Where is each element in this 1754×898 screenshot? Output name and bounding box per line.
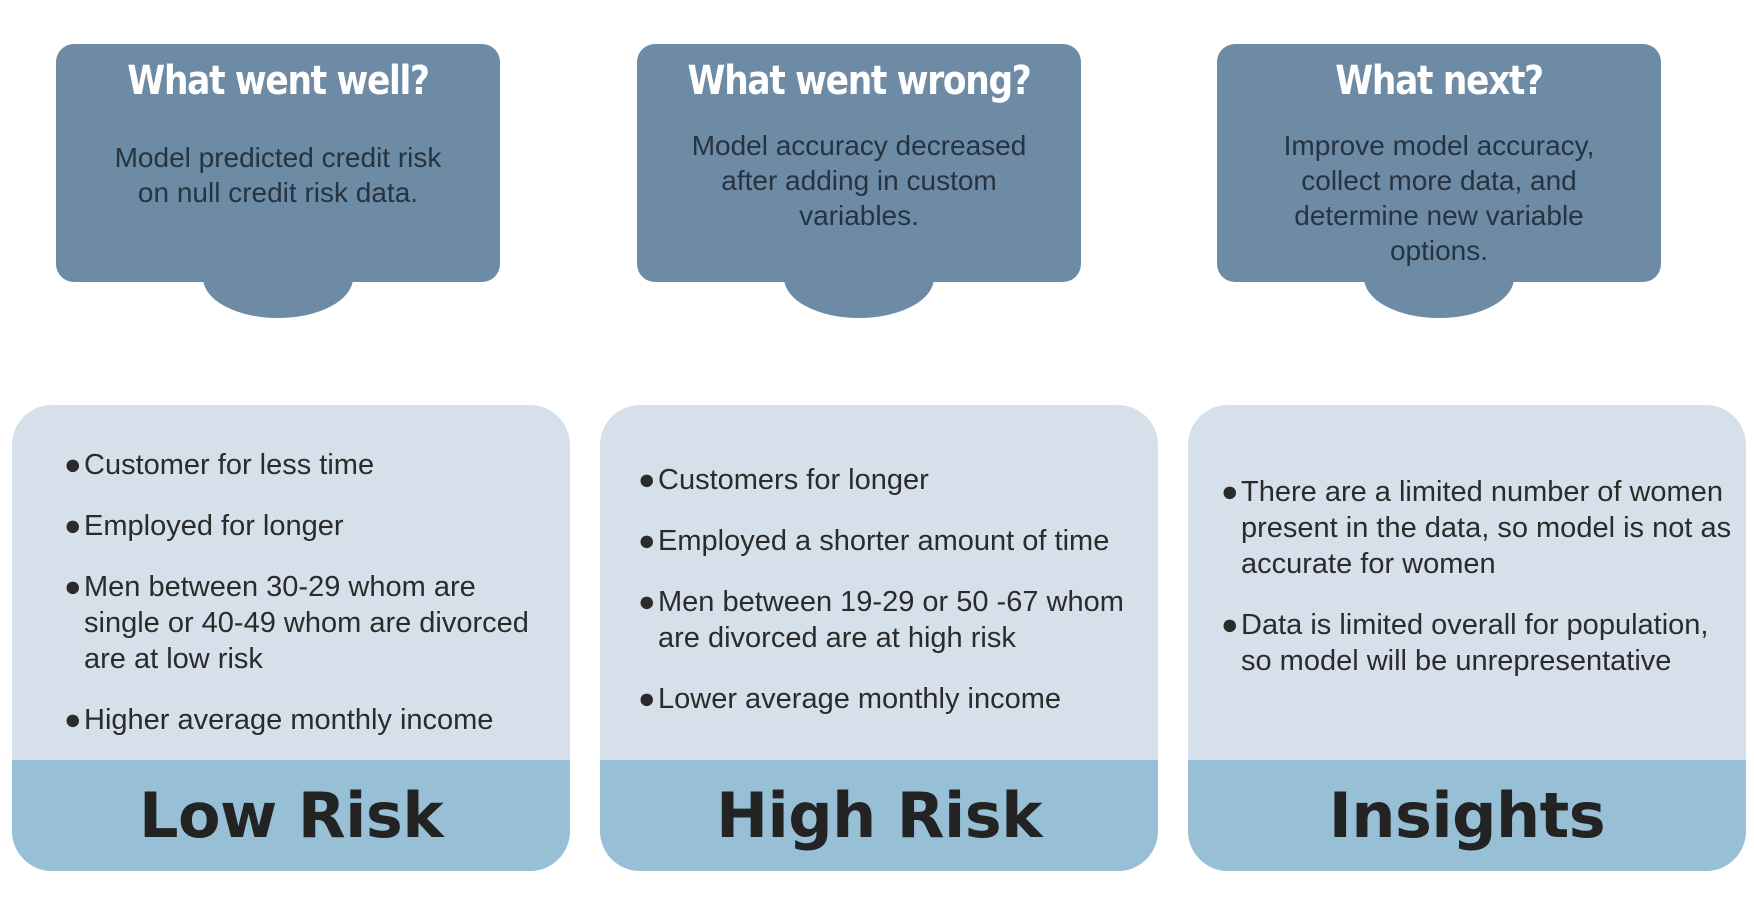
panel-high-risk: ● Customers for longer ● Employed a shorte… bbox=[600, 405, 1158, 871]
card-title: What went wrong? bbox=[687, 58, 1032, 104]
bullet-list: ● There are a limited number of women pre… bbox=[1221, 474, 1732, 704]
bullet-icon: ● bbox=[64, 704, 82, 736]
bullet-icon: ● bbox=[638, 525, 656, 557]
list-item-text: Employed a shorter amount of time bbox=[658, 525, 1110, 557]
panel-low-risk: ● Customer for less time ● Employed for lo… bbox=[12, 405, 570, 871]
speech-bubble bbox=[1217, 44, 1661, 282]
bullet-list: ● Customers for longer ● Employed a shorte… bbox=[638, 462, 1138, 742]
list-item-text: Customer for less time bbox=[84, 449, 375, 481]
card-text: Model accuracy decreased after adding in… bbox=[691, 130, 1027, 231]
panel-label: High Risk bbox=[716, 779, 1042, 852]
list-item: ● Men between 19-29 or 50 -67 whom are d… bbox=[638, 584, 1138, 656]
bullet-icon: ● bbox=[638, 586, 656, 618]
list-item: ● Employed a shorter amount of time bbox=[638, 523, 1138, 559]
list-item-text: There are a limited number of women pres… bbox=[1241, 476, 1732, 580]
panel-insights: ● There are a limited number of women pre… bbox=[1188, 405, 1746, 871]
list-item: ● Men between 30-29 whom are single or 4… bbox=[64, 569, 550, 677]
list-item-text: Men between 30-29 whom are single or 40-… bbox=[84, 571, 529, 675]
bullet-icon: ● bbox=[1221, 476, 1239, 508]
bullet-icon: ● bbox=[64, 571, 82, 603]
card-what-next: What next? Improve model accuracy, colle… bbox=[1217, 44, 1661, 318]
bullet-icon: ● bbox=[1221, 609, 1239, 641]
speech-bubble bbox=[56, 44, 500, 282]
list-item: ● Employed for longer bbox=[64, 508, 550, 544]
panel-label: Low Risk bbox=[138, 779, 444, 852]
list-item-text: Men between 19-29 or 50 -67 whom are div… bbox=[658, 586, 1124, 654]
panel-footer: Insights bbox=[1188, 760, 1746, 871]
bullet-list: ● Customer for less time ● Employed for lo… bbox=[64, 447, 550, 763]
list-item: ● Lower average monthly income bbox=[638, 681, 1138, 717]
list-item: ● Customers for longer bbox=[638, 462, 1138, 498]
card-title: What went well? bbox=[127, 58, 430, 104]
bullet-icon: ● bbox=[64, 510, 82, 542]
panel-footer: Low Risk bbox=[12, 760, 570, 871]
list-item-text: Lower average monthly income bbox=[658, 683, 1061, 715]
list-item-text: Customers for longer bbox=[658, 464, 929, 496]
list-item: ● Customer for less time bbox=[64, 447, 550, 483]
card-what-went-well: What went well? Model predicted credit r… bbox=[56, 44, 500, 318]
bullet-icon: ● bbox=[638, 464, 656, 496]
panel-footer: High Risk bbox=[600, 760, 1158, 871]
card-text: Model predicted credit risk on null cred… bbox=[114, 142, 442, 208]
card-title: What next? bbox=[1335, 58, 1544, 104]
bullet-icon: ● bbox=[64, 449, 82, 481]
panel-label: Insights bbox=[1328, 779, 1606, 852]
bullet-icon: ● bbox=[638, 683, 656, 715]
speech-bubble bbox=[637, 44, 1081, 282]
list-item-text: Employed for longer bbox=[84, 510, 344, 542]
list-item: ● Higher average monthly income bbox=[64, 702, 550, 738]
list-item-text: Data is limited overall for population, … bbox=[1241, 609, 1709, 677]
card-what-went-wrong: What went wrong? Model accuracy decrease… bbox=[637, 44, 1081, 318]
list-item-text: Higher average monthly income bbox=[84, 704, 494, 736]
card-text: Improve model accuracy, collect more dat… bbox=[1283, 130, 1595, 266]
list-item: ● Data is limited overall for population,… bbox=[1221, 607, 1732, 679]
list-item: ● There are a limited number of women pre… bbox=[1221, 474, 1732, 582]
